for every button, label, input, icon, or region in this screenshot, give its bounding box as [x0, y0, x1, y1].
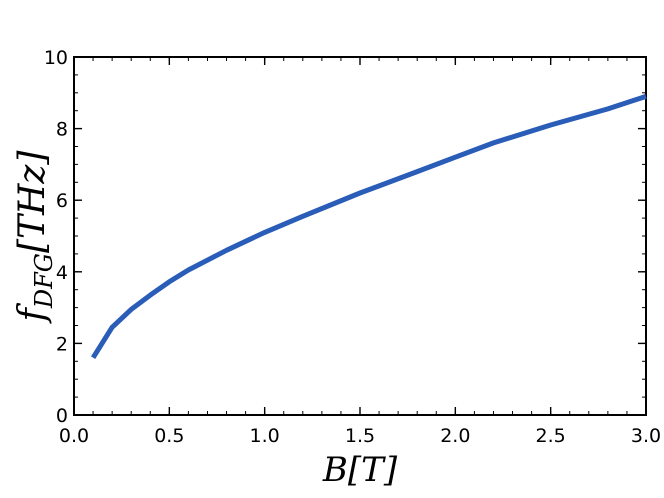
y-tick-label: 10	[44, 47, 68, 69]
series-layer	[90, 94, 647, 360]
y-axis-label: fDFG[THz]	[12, 150, 58, 325]
y-axis-label-rest: [THz]	[12, 150, 53, 253]
minor-ticks	[73, 56, 647, 416]
x-axis-label: B[T]	[322, 450, 398, 490]
y-axis-label-sub: DFG	[30, 253, 58, 309]
y-tick-labels: 0 2 4 6 8 10	[44, 47, 68, 427]
major-ticks	[73, 56, 647, 416]
x-tick-label: 2.5	[536, 425, 566, 447]
series-line	[90, 94, 647, 360]
y-tick-label: 6	[56, 190, 68, 212]
y-tick-label: 2	[56, 333, 68, 355]
x-tick-label: 1.5	[345, 425, 375, 447]
x-tick-label: 0.0	[59, 425, 89, 447]
y-tick-label: 8	[56, 119, 68, 141]
x-tick-label: 0.5	[154, 425, 184, 447]
y-tick-label: 0	[56, 405, 68, 427]
x-tick-label: 2.0	[440, 425, 470, 447]
x-tick-labels: 0.0 0.5 1.0 1.5 2.0 2.5 3.0	[59, 425, 661, 447]
x-tick-label: 1.0	[250, 425, 280, 447]
plot-frame	[73, 56, 647, 416]
x-tick-label: 3.0	[631, 425, 661, 447]
y-tick-label: 4	[56, 262, 68, 284]
